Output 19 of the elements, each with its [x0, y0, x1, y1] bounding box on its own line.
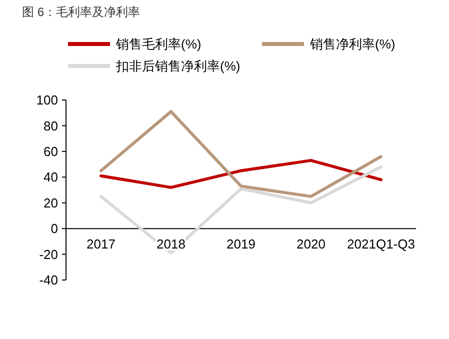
y-tick-label: -40	[39, 272, 58, 288]
y-tick-label: 100	[36, 92, 58, 108]
x-tick-label: 2018	[156, 236, 186, 252]
line-series	[100, 110, 382, 198]
x-tick-label: 2019	[226, 236, 256, 252]
legend-label: 扣非后销售净利率(%)	[115, 58, 240, 74]
y-tick-label: 40	[44, 170, 58, 185]
line-series	[100, 158, 382, 189]
y-tick-label: 60	[44, 144, 58, 159]
x-tick-label: 2017	[86, 236, 116, 252]
x-tick-label: 2021Q1-Q3	[347, 236, 415, 252]
y-tick-label: -20	[39, 246, 58, 262]
x-tick-label: 2020	[296, 236, 326, 252]
legend-label: 销售毛利率(%)	[115, 36, 202, 52]
legend-label: 销售净利率(%)	[309, 36, 396, 52]
y-tick-label: 20	[44, 195, 58, 210]
y-tick-label: 80	[44, 118, 58, 134]
y-tick-label: 0	[50, 221, 58, 236]
chart-title: 图 6：毛利率及净利率	[22, 5, 140, 19]
